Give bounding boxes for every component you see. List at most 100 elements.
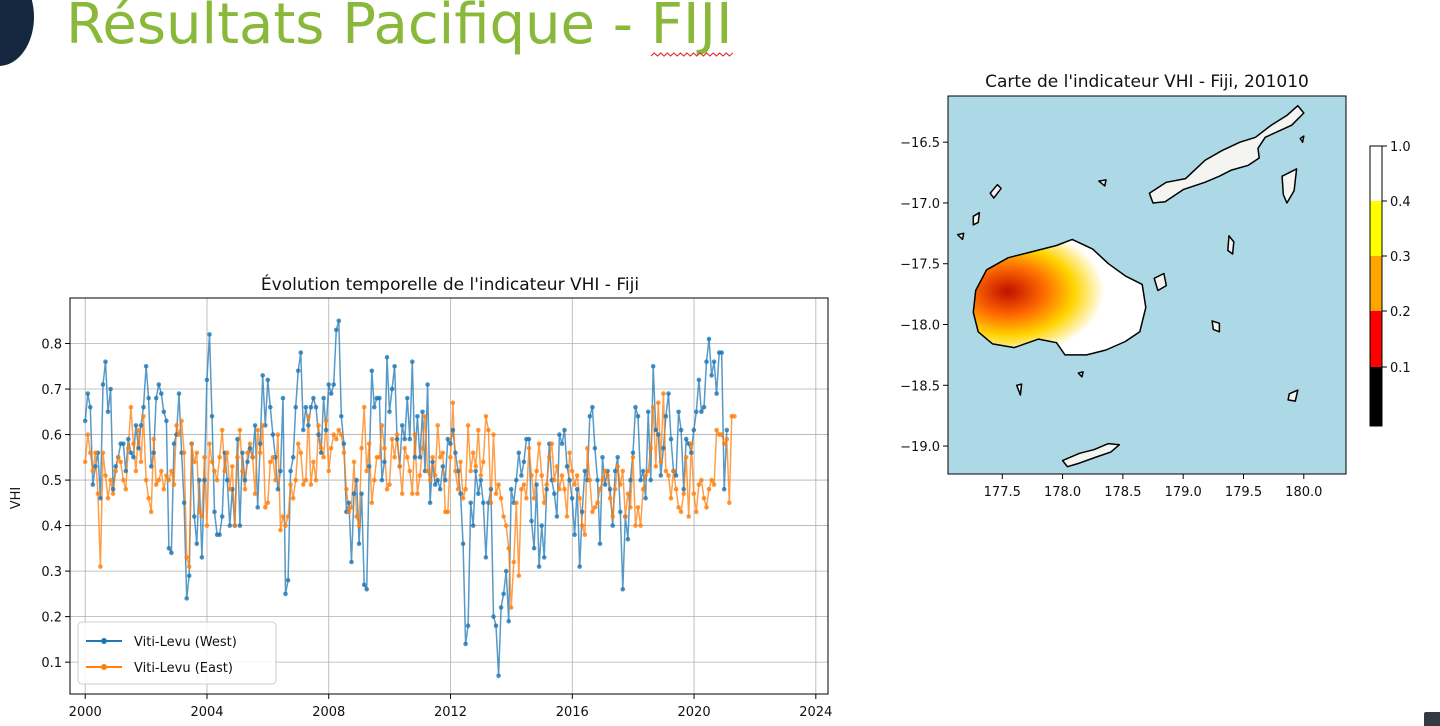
map-x-tick-labels: 177.5 178.0 178.5 179.0 179.5 180.0 [984,485,1323,500]
data-point-east [384,486,390,492]
data-point-east [186,564,192,569]
island-waya [956,232,965,241]
data-point-east [671,468,676,474]
data-point-west [699,409,704,415]
data-point-east [181,450,187,456]
data-point-east [242,486,248,492]
data-point-east [597,486,603,492]
data-point-west [529,518,534,524]
data-point-east [630,455,636,460]
data-point-west [217,532,222,537]
data-point-west [255,505,260,510]
data-point-west [136,445,141,451]
data-point-east [463,486,468,492]
data-point-east [572,482,577,487]
data-point-east [417,473,423,478]
data-point-west [711,359,717,364]
corner-logo [0,0,34,66]
data-point-east [361,404,367,410]
spellcheck-underline [650,52,733,57]
data-point-west [673,473,679,478]
data-point-west [194,541,200,547]
data-point-east [524,496,529,501]
data-point-east [653,464,659,469]
vhi-time-series-chart: Évolution temporelle de l'indicateur VHI… [9,273,833,720]
data-point-west [602,482,608,487]
data-point-east [645,468,651,474]
data-point-west [341,441,347,446]
data-point-east [235,455,240,460]
data-point-west [85,391,91,396]
data-point-west [126,436,131,442]
data-point-west [476,491,481,496]
data-point-west [202,477,207,483]
data-point-east [341,450,347,456]
data-point-east [706,486,712,492]
data-point-east [681,491,686,496]
data-point-east [483,414,489,419]
data-point-east [189,441,194,446]
colorbar-tick-label: 0.1 [1390,361,1410,376]
data-point-west [425,382,430,387]
data-point-east [372,477,377,483]
data-point-east [450,400,456,405]
data-point-east [194,450,200,456]
data-point-east [364,468,370,474]
data-point-east [222,468,227,474]
data-point-east [351,459,357,465]
data-point-east [202,455,207,460]
data-point-east [108,477,113,483]
map-x-tick-label: 179.5 [1225,485,1262,500]
data-point-west [146,395,151,401]
legend-east-marker [101,664,107,670]
data-point-west [526,436,532,442]
data-point-east [240,468,245,474]
colorbar-band [1370,146,1382,201]
data-point-east [620,468,626,474]
data-point-east [156,477,162,483]
data-point-east [280,514,286,519]
ts-x-tick-labels: 2000 2004 2008 2012 2016 2020 2024 [69,705,833,720]
data-point-east [153,482,159,487]
data-point-east [635,505,641,510]
data-point-east [230,464,235,469]
slide-nav-widget[interactable] [1424,712,1440,726]
data-point-east [478,473,484,478]
ts-chart-title: Évolution temporelle de l'indicateur VHI… [261,273,639,295]
data-point-east [316,423,321,428]
data-point-east [232,523,238,528]
data-point-east [273,477,278,483]
data-point-east [245,450,250,456]
data-point-west [103,359,108,364]
data-point-east [354,514,359,519]
data-point-west [443,477,448,483]
island-moala [1287,389,1299,402]
data-point-east [516,573,522,578]
data-point-west [658,473,664,478]
title-country: FIJI [650,0,733,60]
data-point-west [562,427,567,433]
data-point-east [600,477,605,483]
data-point-east [704,505,709,510]
data-point-west [541,555,547,560]
data-point-west [131,455,136,460]
data-point-west [559,441,565,446]
data-point-west [204,377,210,383]
data-point-west [161,409,167,415]
data-point-west [554,514,560,519]
data-point-west [597,541,603,547]
data-point-east [387,482,392,487]
data-point-west [181,500,187,506]
ts-x-tick-label: 2016 [556,705,589,720]
data-point-east [164,473,169,478]
data-point-west [295,368,301,374]
data-point-east [640,486,646,492]
data-point-west [285,577,291,583]
data-point-west [407,436,413,442]
data-point-east [686,514,691,519]
data-point-west [501,591,506,597]
data-point-west [610,523,615,528]
data-point-west [164,418,169,424]
data-point-west [328,391,334,396]
data-point-west [257,441,263,446]
